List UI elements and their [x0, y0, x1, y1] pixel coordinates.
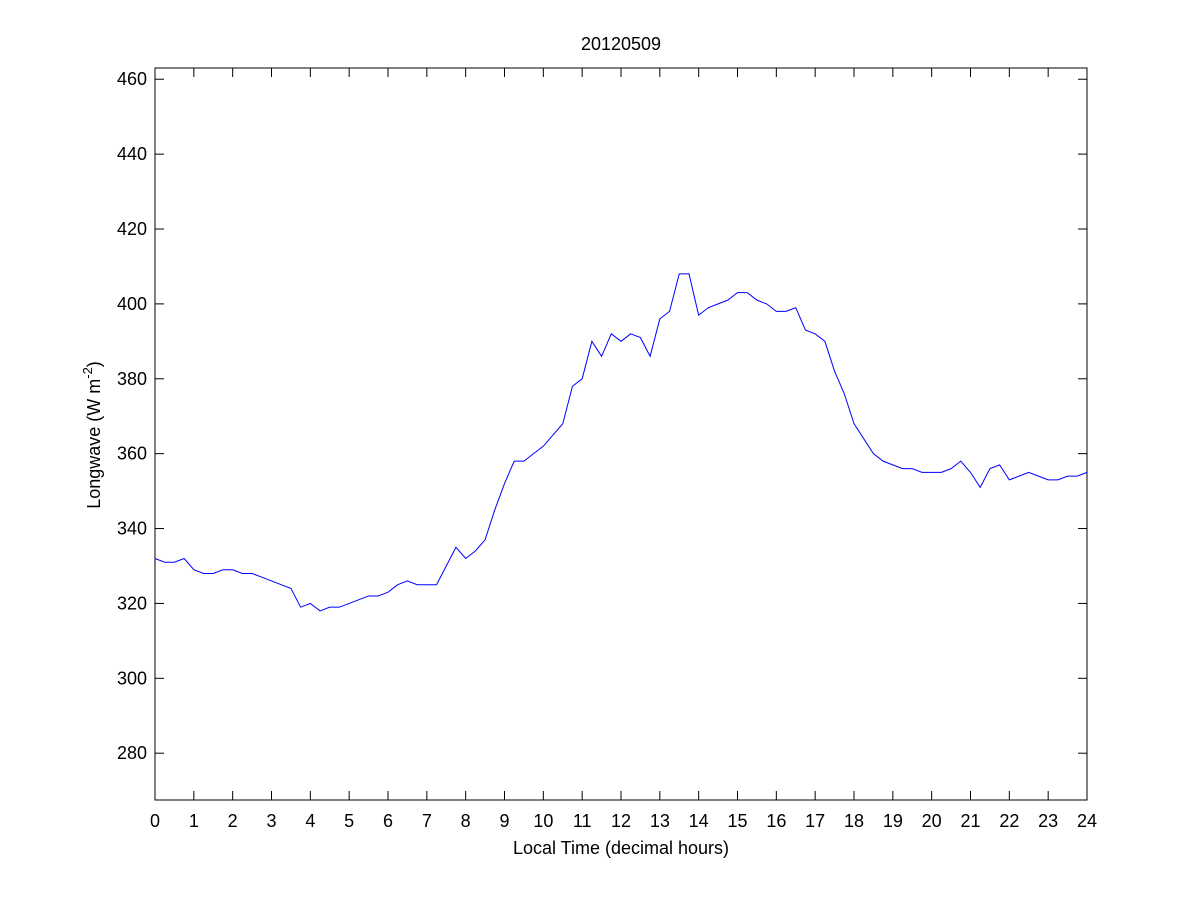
y-tick-label: 380 — [117, 369, 147, 389]
y-axis-label: Longwave (W m-2) — [80, 361, 104, 509]
x-tick-label: 24 — [1077, 811, 1097, 831]
x-tick-label: 3 — [266, 811, 276, 831]
y-tick-label: 320 — [117, 593, 147, 613]
y-tick-label: 360 — [117, 444, 147, 464]
x-tick-label: 16 — [766, 811, 786, 831]
x-tick-label: 15 — [727, 811, 747, 831]
x-tick-label: 23 — [1038, 811, 1058, 831]
plot-area — [154, 67, 1088, 801]
x-tick-label: 19 — [883, 811, 903, 831]
x-tick-label: 22 — [999, 811, 1019, 831]
x-tick-label: 0 — [150, 811, 160, 831]
x-tick-label: 18 — [844, 811, 864, 831]
x-axis-label: Local Time (decimal hours) — [513, 838, 729, 858]
x-tick-label: 1 — [189, 811, 199, 831]
y-tick-label: 280 — [117, 743, 147, 763]
x-tick-label: 14 — [689, 811, 709, 831]
x-tick-label: 17 — [805, 811, 825, 831]
x-tick-label: 10 — [533, 811, 553, 831]
x-tick-label: 6 — [383, 811, 393, 831]
y-axis-label-text: Longwave (W m — [84, 379, 104, 509]
y-axis-label-suffix: ) — [84, 361, 104, 367]
y-axis-label-superscript: -2 — [80, 367, 95, 379]
x-tick-label: 7 — [422, 811, 432, 831]
x-tick-label: 12 — [611, 811, 631, 831]
x-tick-label: 5 — [344, 811, 354, 831]
x-tick-label: 4 — [305, 811, 315, 831]
x-tick-label: 20 — [922, 811, 942, 831]
x-tick-label: 11 — [573, 811, 592, 831]
x-tick-label: 21 — [960, 811, 980, 831]
x-tick-label: 8 — [461, 811, 471, 831]
x-tick-label: 13 — [650, 811, 670, 831]
y-tick-label: 340 — [117, 519, 147, 539]
x-tick-label: 2 — [228, 811, 238, 831]
data-line — [154, 273, 1088, 612]
y-tick-label: 420 — [117, 219, 147, 239]
chart-title: 20120509 — [581, 34, 661, 54]
y-tick-label: 440 — [117, 144, 147, 164]
y-tick-label: 400 — [117, 294, 147, 314]
y-tick-label: 300 — [117, 668, 147, 688]
x-tick-label: 9 — [499, 811, 509, 831]
y-tick-label: 460 — [117, 69, 147, 89]
